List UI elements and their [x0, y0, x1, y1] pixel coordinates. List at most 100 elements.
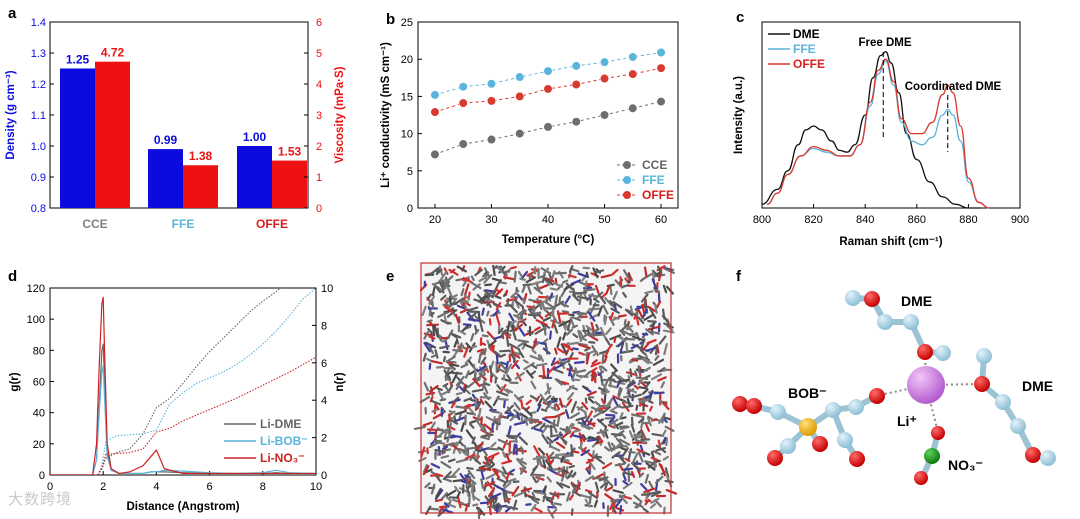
molecule-bond [556, 472, 564, 478]
molecule-bond [568, 265, 574, 273]
molecule-bond [433, 325, 439, 338]
molecule-bond [571, 486, 576, 494]
oxygen-atom [812, 436, 828, 452]
molecule-bond [620, 416, 627, 420]
density-bar [237, 146, 272, 208]
molecule-bond [517, 325, 526, 337]
molecule-bond [624, 277, 630, 284]
ytick-right-label: 3 [316, 110, 322, 122]
molecule-bond [459, 472, 467, 483]
molecule-bond [459, 385, 465, 393]
molecule-bond [604, 446, 611, 452]
molecule-bond [655, 444, 667, 454]
molecule-bond [610, 307, 620, 314]
ytick-label: 0.8 [31, 203, 46, 215]
molecule-bond [630, 344, 639, 350]
molecule-bond [626, 389, 632, 399]
molecule-bond [494, 496, 498, 504]
molecule-bond [658, 367, 666, 373]
molecule-bond [499, 329, 507, 339]
molecule-bond [523, 343, 535, 350]
molecule-bond [622, 291, 627, 298]
oxygen-atom [732, 396, 748, 412]
molecule-bond [419, 395, 431, 404]
xtick-label: 30 [485, 214, 497, 226]
molecule-bond [546, 436, 554, 444]
molecule-bond [481, 433, 494, 438]
molecule-bond [550, 502, 556, 509]
molecule-bond [483, 289, 493, 298]
molecule-bond [563, 343, 571, 348]
molecule-bond [584, 280, 588, 289]
molecule-bond [625, 342, 629, 352]
molecule-bond [635, 376, 649, 381]
molecule-bond [560, 343, 568, 355]
molecule-bond [586, 390, 597, 397]
molecule-bond [571, 347, 579, 351]
molecule-bond [618, 494, 626, 499]
nitrogen-atom [924, 448, 940, 464]
molecule-bond [503, 398, 507, 409]
molecule-bond [451, 467, 461, 478]
molecule-bond [609, 312, 614, 321]
panel-b-xlabel: Temperature (°C) [502, 234, 595, 246]
molecule-bond [662, 455, 670, 461]
molecule-bond [539, 274, 546, 279]
molecule-bond [465, 485, 471, 497]
molecule-bond [533, 427, 543, 433]
molecule-bond [654, 303, 658, 314]
molecule-bond [610, 442, 616, 448]
molecule-bond [508, 343, 521, 351]
molecule-bond [545, 452, 552, 464]
molecule-bond [651, 432, 665, 437]
panel-f-structure: DME DME BOB⁻ Li⁺ NO₃⁻ [732, 290, 1056, 485]
panel-c-chart: 800 820 840 860 880 900 Free DME Coordinated D… [733, 21, 1029, 248]
molecule-bond [479, 348, 486, 355]
molecule-bond [464, 370, 470, 379]
molecule-bond [602, 304, 609, 315]
molecule-bond [443, 305, 455, 314]
molecule-bond [594, 455, 605, 465]
molecule-bond [441, 448, 452, 452]
molecule-bond [421, 305, 427, 317]
molecule-bond [530, 380, 537, 390]
molecule-bond [561, 470, 565, 478]
molecule-bond [484, 495, 491, 504]
legend-label: OFFE [642, 188, 674, 202]
molecule-bond [463, 345, 470, 358]
molecule-bond [455, 391, 463, 396]
molecule-bond [544, 451, 555, 462]
molecule-bond [566, 318, 572, 331]
molecule-bond [476, 400, 482, 410]
molecule-bond [650, 497, 660, 504]
molecule-bond [455, 405, 467, 410]
viscosity-value-label: 1.53 [278, 145, 302, 159]
molecule-bond [484, 297, 491, 303]
molecule-bond [556, 362, 566, 365]
molecule-bond [474, 268, 483, 277]
molecule-bond [428, 307, 432, 316]
molecule-bond [573, 429, 582, 433]
ytick-right-label: 4 [316, 79, 322, 91]
molecule-bond [537, 313, 544, 320]
data-point-offe [628, 69, 638, 79]
molecule-bond [489, 360, 495, 370]
carbon-atom [976, 348, 992, 364]
molecule-bond [460, 422, 465, 433]
molecule-bond [641, 388, 649, 395]
panel-b-frame [417, 21, 679, 209]
molecule-bond [603, 393, 607, 404]
molecule-bond [464, 502, 469, 512]
molecule-bond [510, 346, 515, 355]
molecule-bond [618, 438, 631, 446]
molecule-bond [449, 419, 459, 425]
molecule-bond [561, 380, 570, 385]
data-point-ffe [458, 82, 468, 92]
molecule-bond [608, 377, 617, 383]
molecule-bond [496, 477, 506, 483]
oxygen-atom [864, 291, 880, 307]
molecule-bond [443, 477, 452, 483]
molecule-bond [568, 464, 575, 469]
